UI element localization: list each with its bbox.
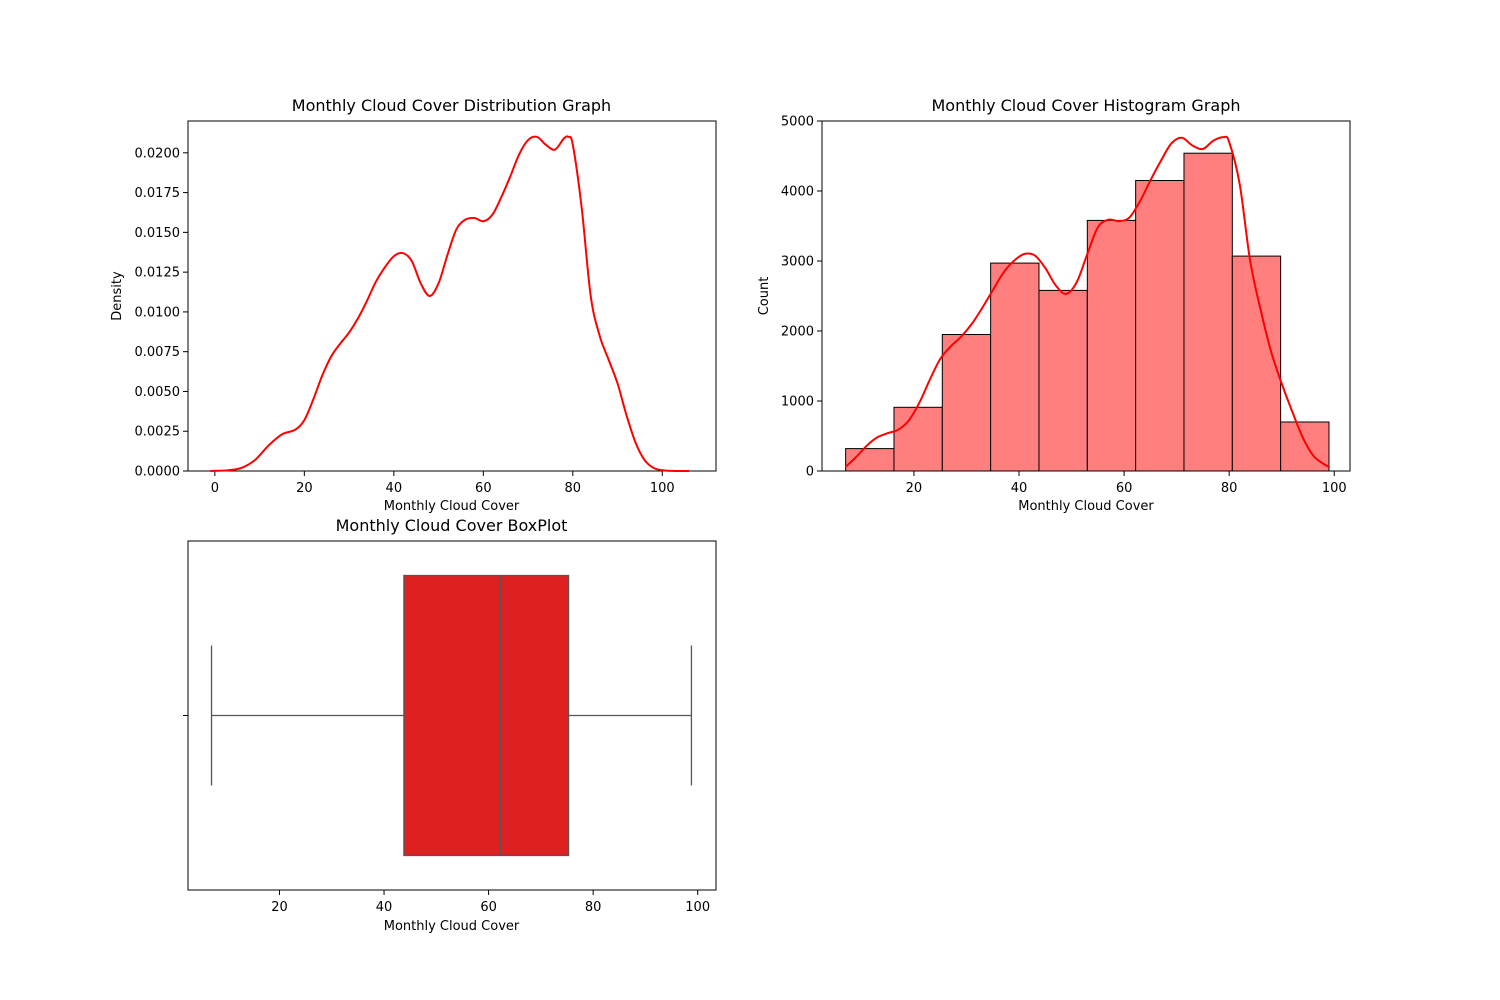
boxplot-x-tick-label: 60 [480, 900, 497, 915]
kde-y-tick-label: 0.0100 [135, 305, 181, 320]
histogram-panel: Monthly Cloud Cover Histogram Graph 20 40… [757, 96, 1351, 514]
kde-x-tick-label: 100 [650, 481, 675, 496]
histogram-y-tick-label: 4000 [781, 185, 814, 200]
kde-y-axis-label: Density [110, 271, 125, 321]
kde-title: Monthly Cloud Cover Distribution Graph [292, 96, 611, 115]
histogram-bar [1183, 152, 1233, 472]
kde-y-tick-label: 0.0025 [135, 425, 181, 440]
histogram-y-axis-label: Count [757, 277, 772, 316]
kde-x-axis-label: Monthly Cloud Cover [384, 499, 520, 514]
histogram-bar [1135, 180, 1185, 472]
boxplot-x-tick-label: 20 [271, 900, 288, 915]
histogram-y-tick-label: 5000 [781, 115, 814, 130]
boxplot-x-tick-label: 80 [585, 900, 602, 915]
histogram-title: Monthly Cloud Cover Histogram Graph [931, 96, 1240, 115]
histogram-kde-curve [844, 135, 1330, 468]
histogram-x-ticks: 20 40 60 80 100 [906, 471, 1347, 496]
boxplot-x-tick-label: 40 [376, 900, 393, 915]
histogram-bar [990, 262, 1040, 472]
kde-panel: Monthly Cloud Cover Distribution Graph 0… [110, 96, 717, 514]
histogram-x-axis-label: Monthly Cloud Cover [1018, 499, 1154, 514]
boxplot-x-ticks: 20 40 60 80 100 [271, 890, 710, 915]
histogram-x-tick-label: 40 [1011, 481, 1028, 496]
histogram-y-tick-label: 3000 [781, 255, 814, 270]
boxplot-marks [210, 574, 693, 857]
histogram-axes-frame [821, 120, 1351, 472]
histogram-x-tick-label: 100 [1322, 481, 1347, 496]
boxplot-panel: Monthly Cloud Cover BoxPlot 20 40 60 80 100 … [183, 516, 717, 934]
kde-y-tick-label: 0.0075 [135, 345, 181, 360]
histogram-y-tick-label: 1000 [781, 395, 814, 410]
histogram-y-tick-label: 2000 [781, 325, 814, 340]
histogram-bar [1038, 289, 1088, 472]
kde-axes-frame [187, 120, 717, 472]
kde-x-tick-label: 0 [211, 481, 219, 496]
histogram-y-ticks: 0 1000 2000 3000 4000 5000 [781, 115, 822, 480]
kde-x-tick-label: 40 [386, 481, 403, 496]
kde-x-ticks: 0 20 40 60 80 100 [211, 471, 675, 496]
histogram-bar [941, 334, 992, 472]
kde-y-tick-label: 0.0175 [135, 186, 181, 201]
kde-y-tick-label: 0.0050 [135, 385, 181, 400]
kde-x-tick-label: 20 [296, 481, 313, 496]
histogram-x-tick-label: 60 [1116, 481, 1133, 496]
kde-x-tick-label: 80 [565, 481, 582, 496]
boxplot-x-tick-label: 100 [685, 900, 710, 915]
kde-y-ticks: 0.0000 0.0025 0.0050 0.0075 0.0100 0.0125 0.01… [135, 146, 188, 480]
boxplot-box [403, 574, 570, 857]
boxplot-x-axis-label: Monthly Cloud Cover [384, 919, 520, 934]
histogram-y-tick-label: 0 [806, 465, 814, 480]
kde-y-tick-label: 0.0200 [135, 146, 181, 161]
kde-y-tick-label: 0.0125 [135, 266, 181, 281]
kde-x-tick-label: 60 [475, 481, 492, 496]
histogram-x-tick-label: 80 [1221, 481, 1238, 496]
kde-y-tick-label: 0.0000 [135, 465, 181, 480]
histogram-bar [1086, 219, 1137, 472]
histogram-bar [893, 406, 943, 472]
boxplot-title: Monthly Cloud Cover BoxPlot [336, 516, 568, 535]
histogram-bars [845, 152, 1330, 472]
kde-y-tick-label: 0.0150 [135, 226, 181, 241]
kde-curve [210, 135, 690, 473]
histogram-x-tick-label: 20 [906, 481, 923, 496]
